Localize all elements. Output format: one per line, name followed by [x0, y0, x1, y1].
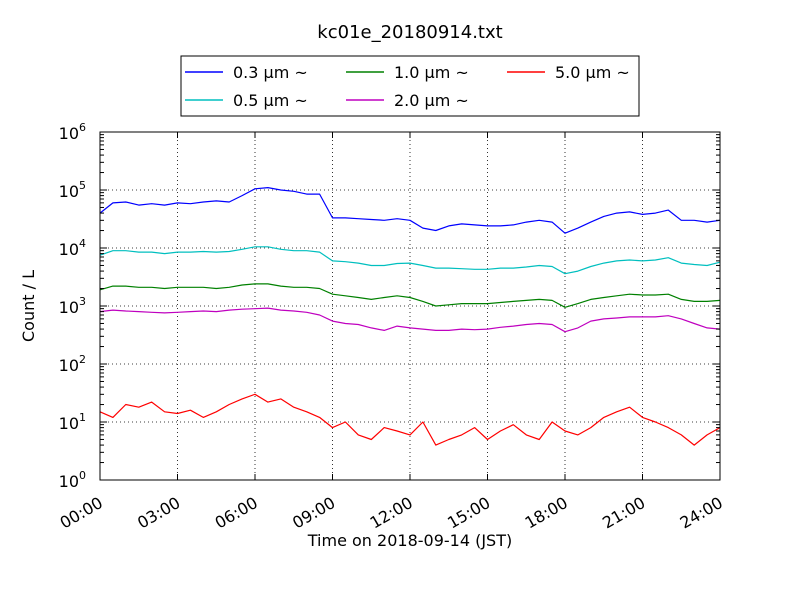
- series-line-3: [99, 307, 721, 333]
- y-tick-label: 106: [59, 121, 86, 143]
- chart-title: kc01e_20180914.txt: [317, 22, 502, 43]
- x-tick-label: 03:00: [134, 493, 183, 533]
- y-tick-label: 102: [59, 353, 86, 375]
- series-layer: [99, 187, 721, 446]
- ticks: [99, 131, 721, 481]
- series-line-2: [99, 283, 721, 308]
- legend-box: [180, 55, 640, 117]
- x-tick-label: 21:00: [599, 493, 648, 533]
- series-line-4: [99, 393, 721, 446]
- x-axis-label: Time on 2018-09-14 (JST): [307, 531, 512, 550]
- x-tick-label: 09:00: [289, 493, 338, 533]
- y-tick-label: 103: [59, 295, 86, 317]
- x-tick-label: 12:00: [367, 493, 416, 533]
- y-axis-label: Count / L: [19, 270, 38, 342]
- legend-label: 1.0 μm ~: [394, 63, 469, 82]
- legend-label: 5.0 μm ~: [555, 63, 630, 82]
- series-line-1: [99, 246, 721, 275]
- y-tick-label: 101: [59, 411, 86, 433]
- y-tick-label: 105: [59, 179, 86, 201]
- legend: 0.3 μm ~ 0.5 μm ~ 1.0 μm ~ 2.0 μm ~ 5.0 μm ~: [180, 55, 640, 117]
- legend-label: 0.5 μm ~: [233, 91, 308, 110]
- y-tick-labels: 100 101 102 103 104 105 106: [59, 121, 86, 491]
- y-tick-label: 104: [59, 237, 86, 259]
- series-line-0: [99, 187, 721, 234]
- x-tick-label: 00:00: [57, 493, 106, 533]
- x-tick-label: 24:00: [677, 493, 726, 533]
- grid: [100, 132, 720, 480]
- y-tick-label: 100: [59, 469, 86, 491]
- legend-label: 2.0 μm ~: [394, 91, 469, 110]
- x-tick-label: 15:00: [444, 493, 493, 533]
- x-tick-label: 06:00: [212, 493, 261, 533]
- x-tick-labels: 00:00 03:00 06:00 09:00 12:00 15:00 18:00 21:00…: [57, 493, 726, 533]
- x-tick-label: 18:00: [522, 493, 571, 533]
- legend-label: 0.3 μm ~: [233, 63, 308, 82]
